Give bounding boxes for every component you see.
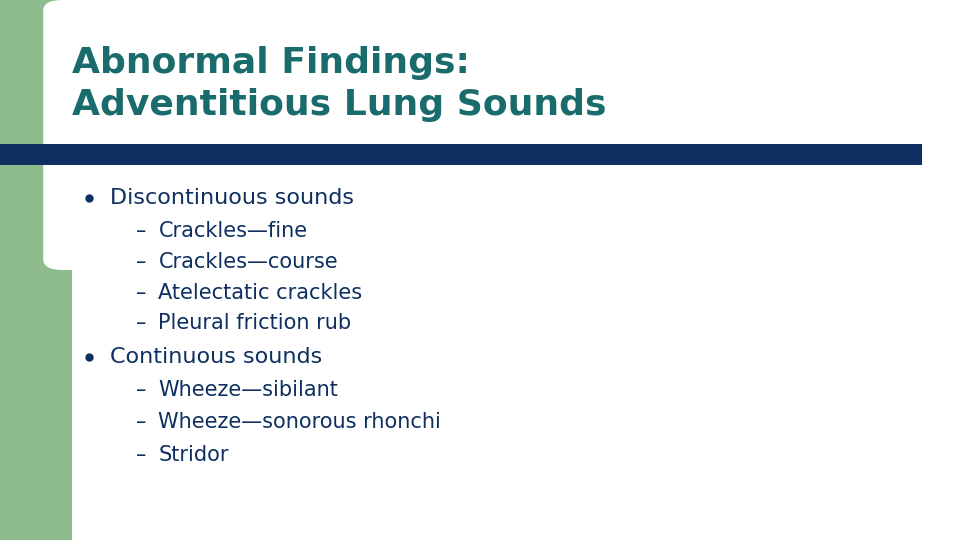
Text: –: – [136,252,146,272]
Text: Atelectatic crackles: Atelectatic crackles [158,282,363,303]
Text: –: – [136,412,146,433]
Text: Stridor: Stridor [158,444,228,465]
Text: –: – [136,313,146,334]
Text: –: – [136,221,146,241]
Text: Abnormal Findings:
Adventitious Lung Sounds: Abnormal Findings: Adventitious Lung Sou… [72,46,607,122]
Text: Pleural friction rub: Pleural friction rub [158,313,351,334]
Text: Wheeze—sibilant: Wheeze—sibilant [158,380,338,401]
Text: –: – [136,380,146,401]
FancyBboxPatch shape [43,0,955,270]
Text: Wheeze—sonorous rhonchi: Wheeze—sonorous rhonchi [158,412,442,433]
Text: Discontinuous sounds: Discontinuous sounds [110,188,354,208]
Text: Continuous sounds: Continuous sounds [110,347,323,368]
Text: –: – [136,444,146,465]
Text: Crackles—fine: Crackles—fine [158,221,307,241]
Bar [0,0,72,540]
Text: Crackles—course: Crackles—course [158,252,338,272]
Bar [0,144,922,165]
Text: –: – [136,282,146,303]
